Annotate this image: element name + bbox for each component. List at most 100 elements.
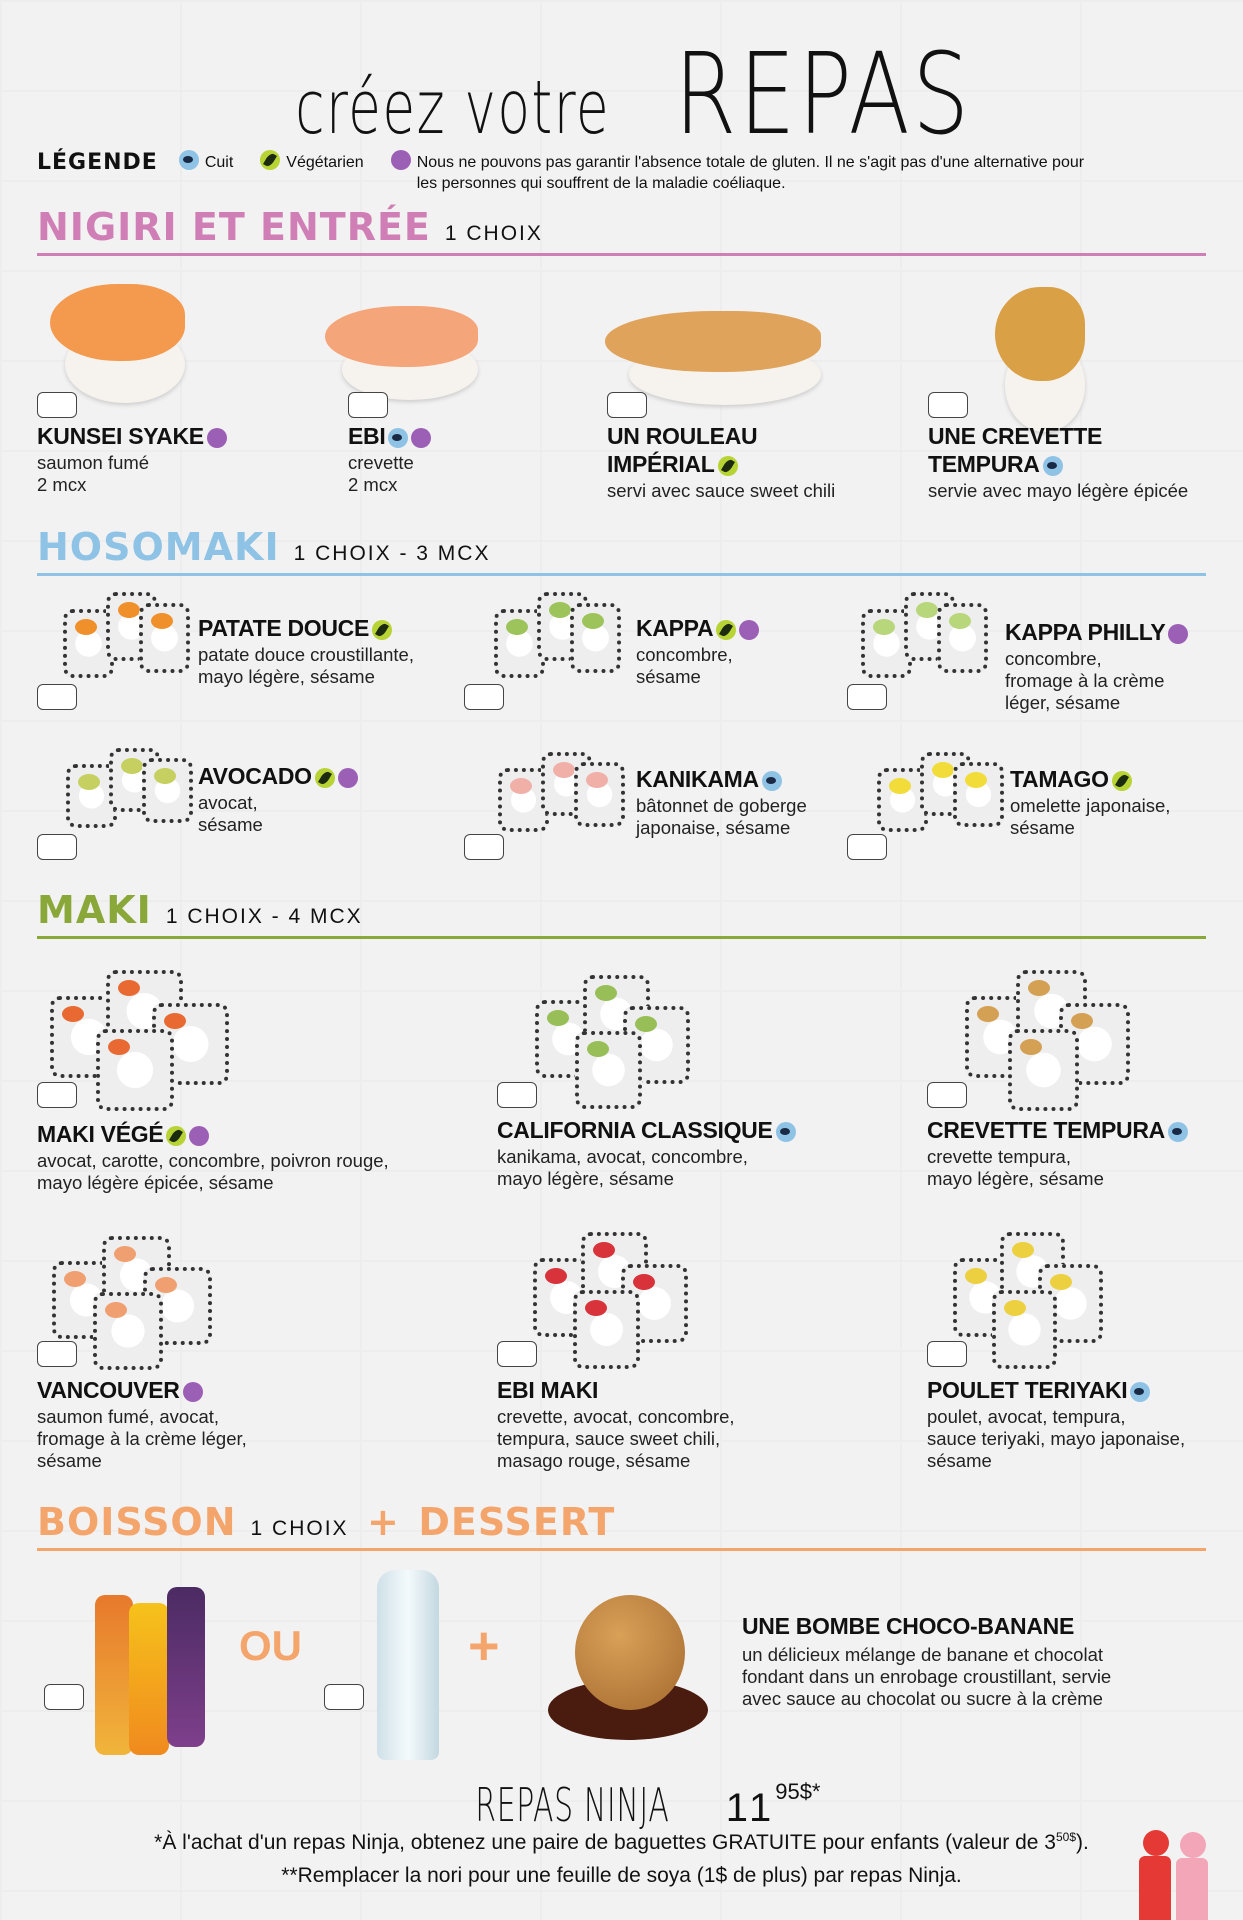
- item-checkbox[interactable]: [607, 392, 647, 418]
- filling: [965, 1267, 987, 1284]
- item-name: AVOCADO: [198, 762, 358, 790]
- vegetarian-icon: [1111, 770, 1132, 791]
- filling: [635, 1016, 657, 1033]
- food-image: [877, 752, 1004, 856]
- item-description: avocat, sésame: [198, 792, 263, 835]
- ninja-boy-icon: [1135, 1830, 1175, 1920]
- food-image: [498, 752, 625, 856]
- cuit-icon: [178, 150, 199, 170]
- item-checkbox[interactable]: [847, 834, 887, 860]
- filling: [75, 618, 97, 635]
- or-label: OU: [239, 1622, 302, 1669]
- legend-cuit: Cuit: [204, 154, 234, 171]
- filling: [510, 777, 532, 794]
- item-checkbox[interactable]: [927, 1341, 967, 1367]
- item-checkbox[interactable]: [497, 1082, 537, 1108]
- item-name-text: EBI MAKI: [497, 1377, 599, 1403]
- filling: [593, 1242, 615, 1258]
- filling: [163, 1013, 186, 1029]
- item-description: poulet, avocat, tempura, sauce teriyaki,…: [927, 1406, 1186, 1471]
- item-checkbox[interactable]: [927, 1082, 967, 1108]
- roll-piece: [569, 603, 621, 673]
- item-checkbox[interactable]: [348, 392, 388, 418]
- item-name: POULET TERIYAKI: [927, 1376, 1151, 1404]
- item-checkbox[interactable]: [37, 392, 77, 418]
- item-description: servie avec mayo légère épicée: [928, 480, 1189, 501]
- item-name-text: UN ROULEAU IMPÉRIAL: [607, 423, 758, 477]
- filling: [964, 772, 987, 789]
- water-checkbox[interactable]: [324, 1684, 364, 1710]
- item-name-text: EBI: [348, 423, 386, 449]
- section-divider: [37, 253, 1206, 256]
- item-name: KAPPA PHILLY: [1005, 618, 1189, 646]
- item-checkbox[interactable]: [497, 1341, 537, 1367]
- item-name-text: KAPPA PHILLY: [1005, 619, 1166, 645]
- section-title: HOSOMAKI: [37, 525, 280, 569]
- roll-piece: [138, 603, 190, 673]
- item-name: UNE CREVETTE TEMPURA: [928, 422, 1102, 478]
- legend: LÉGENDE Cuit Végétarien Nous ne pouvons …: [37, 150, 1097, 194]
- vegetarian-icon: [372, 619, 393, 640]
- gluten-icon: [411, 427, 432, 448]
- filling: [1050, 1274, 1073, 1290]
- roll-piece: [991, 1289, 1057, 1369]
- cuit-icon: [388, 427, 409, 448]
- item-name-text: MAKI VÉGÉ: [37, 1121, 164, 1147]
- food-image: [325, 295, 495, 405]
- section-hosomaki-header: HOSOMAKI 1 CHOIX - 3 MCX: [37, 525, 1206, 576]
- vegetarian-icon: [716, 619, 737, 640]
- cuit-icon: [761, 770, 782, 791]
- item-name: EBI: [348, 422, 432, 450]
- filling: [633, 1274, 655, 1290]
- filling: [585, 772, 608, 789]
- item-name: PATATE DOUCE: [198, 614, 393, 642]
- filling: [62, 1006, 84, 1023]
- item-checkbox[interactable]: [464, 834, 504, 860]
- dessert-title: DESSERT: [418, 1500, 616, 1544]
- roll-piece: [573, 762, 625, 827]
- filling: [581, 613, 604, 630]
- title-part2: REPAS: [674, 30, 972, 160]
- plus-sign: +: [468, 1616, 500, 1676]
- filling: [506, 618, 528, 635]
- legend-label: LÉGENDE: [37, 150, 158, 175]
- item-name: UN ROULEAU IMPÉRIAL: [607, 422, 758, 478]
- filling: [120, 758, 143, 774]
- legend-vegetarien: Végétarien: [286, 154, 364, 171]
- item-description: saumon fumé 2 mcx: [37, 452, 150, 495]
- item-checkbox[interactable]: [37, 834, 77, 860]
- item-name-text: POULET TERIYAKI: [927, 1377, 1128, 1403]
- price-line: REPAS NINJA 1195$*: [0, 1778, 1243, 1832]
- roll-piece: [936, 603, 988, 673]
- juice-checkbox[interactable]: [44, 1684, 84, 1710]
- item-description: crevette, avocat, concombre, tempura, sa…: [497, 1406, 735, 1471]
- filling: [548, 602, 571, 618]
- roll-piece: [1007, 1029, 1079, 1112]
- filling: [64, 1271, 86, 1287]
- item-checkbox[interactable]: [37, 1082, 77, 1108]
- item-checkbox[interactable]: [37, 684, 77, 710]
- filling: [587, 1041, 609, 1058]
- juice-bottles-image: [95, 1575, 210, 1755]
- item-name-text: VANCOUVER: [37, 1377, 180, 1403]
- food-image: [535, 975, 695, 1109]
- item-checkbox[interactable]: [37, 1341, 77, 1367]
- topping: [605, 311, 821, 372]
- price-dollars: 11: [725, 1786, 776, 1830]
- topping: [325, 306, 478, 367]
- ninja-girl-icon: [1172, 1832, 1212, 1920]
- filling: [873, 618, 895, 635]
- item-checkbox[interactable]: [847, 684, 887, 710]
- gluten-icon: [189, 1125, 210, 1146]
- section-title: NIGIRI ET ENTRÉE: [37, 205, 431, 249]
- item-name-text: KUNSEI SYAKE: [37, 423, 204, 449]
- filling: [153, 768, 176, 785]
- section-boisson-header: BOISSON 1 CHOIX + DESSERT: [37, 1500, 1206, 1551]
- food-image: [965, 970, 1135, 1112]
- item-checkbox[interactable]: [464, 684, 504, 710]
- item-name: KANIKAMA: [636, 765, 782, 793]
- item-description: patate douce croustillante, mayo légère,…: [198, 644, 414, 687]
- footnote-1: *À l'achat d'un repas Ninja, obtenez une…: [154, 1830, 1089, 1854]
- item-checkbox[interactable]: [928, 392, 968, 418]
- cuit-icon: [1130, 1381, 1151, 1402]
